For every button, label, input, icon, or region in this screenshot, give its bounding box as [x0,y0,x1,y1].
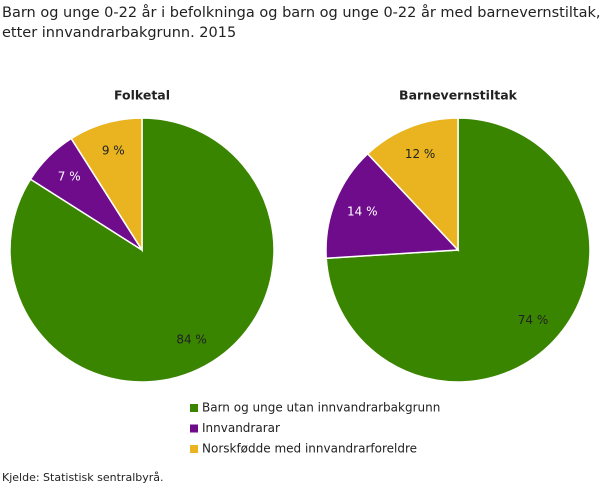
legend-swatch [190,445,198,453]
pie-title: Folketal [114,88,170,103]
value-label: 12 % [405,147,436,161]
pie-slice [366,117,459,252]
value-label: 7 % [58,170,81,184]
chart-title: Barn og unge 0-22 år i befolkninga og ba… [2,4,600,21]
value-label: 9 % [102,144,125,158]
legend-label: Barn og unge utan innvandrarbakgrunn [202,401,440,415]
value-label: 74 % [518,313,549,327]
legend-label: Innvandrarar [202,421,280,435]
chart-title: etter innvandrarbakgrunn. 2015 [2,25,236,41]
pie-slice [70,117,143,253]
legend-swatch [190,424,198,433]
value-label: 84 % [176,333,207,347]
value-label: 14 % [347,205,378,219]
pie-title: Barnevernstiltak [399,88,518,103]
legend-swatch [190,404,198,412]
pie-slice [9,117,275,383]
source: Kjelde: Statistisk sentralbyrå. [2,471,164,484]
legend-label: Norskfødde med innvandrarforeldre [202,442,417,456]
pie-slice [325,152,460,260]
